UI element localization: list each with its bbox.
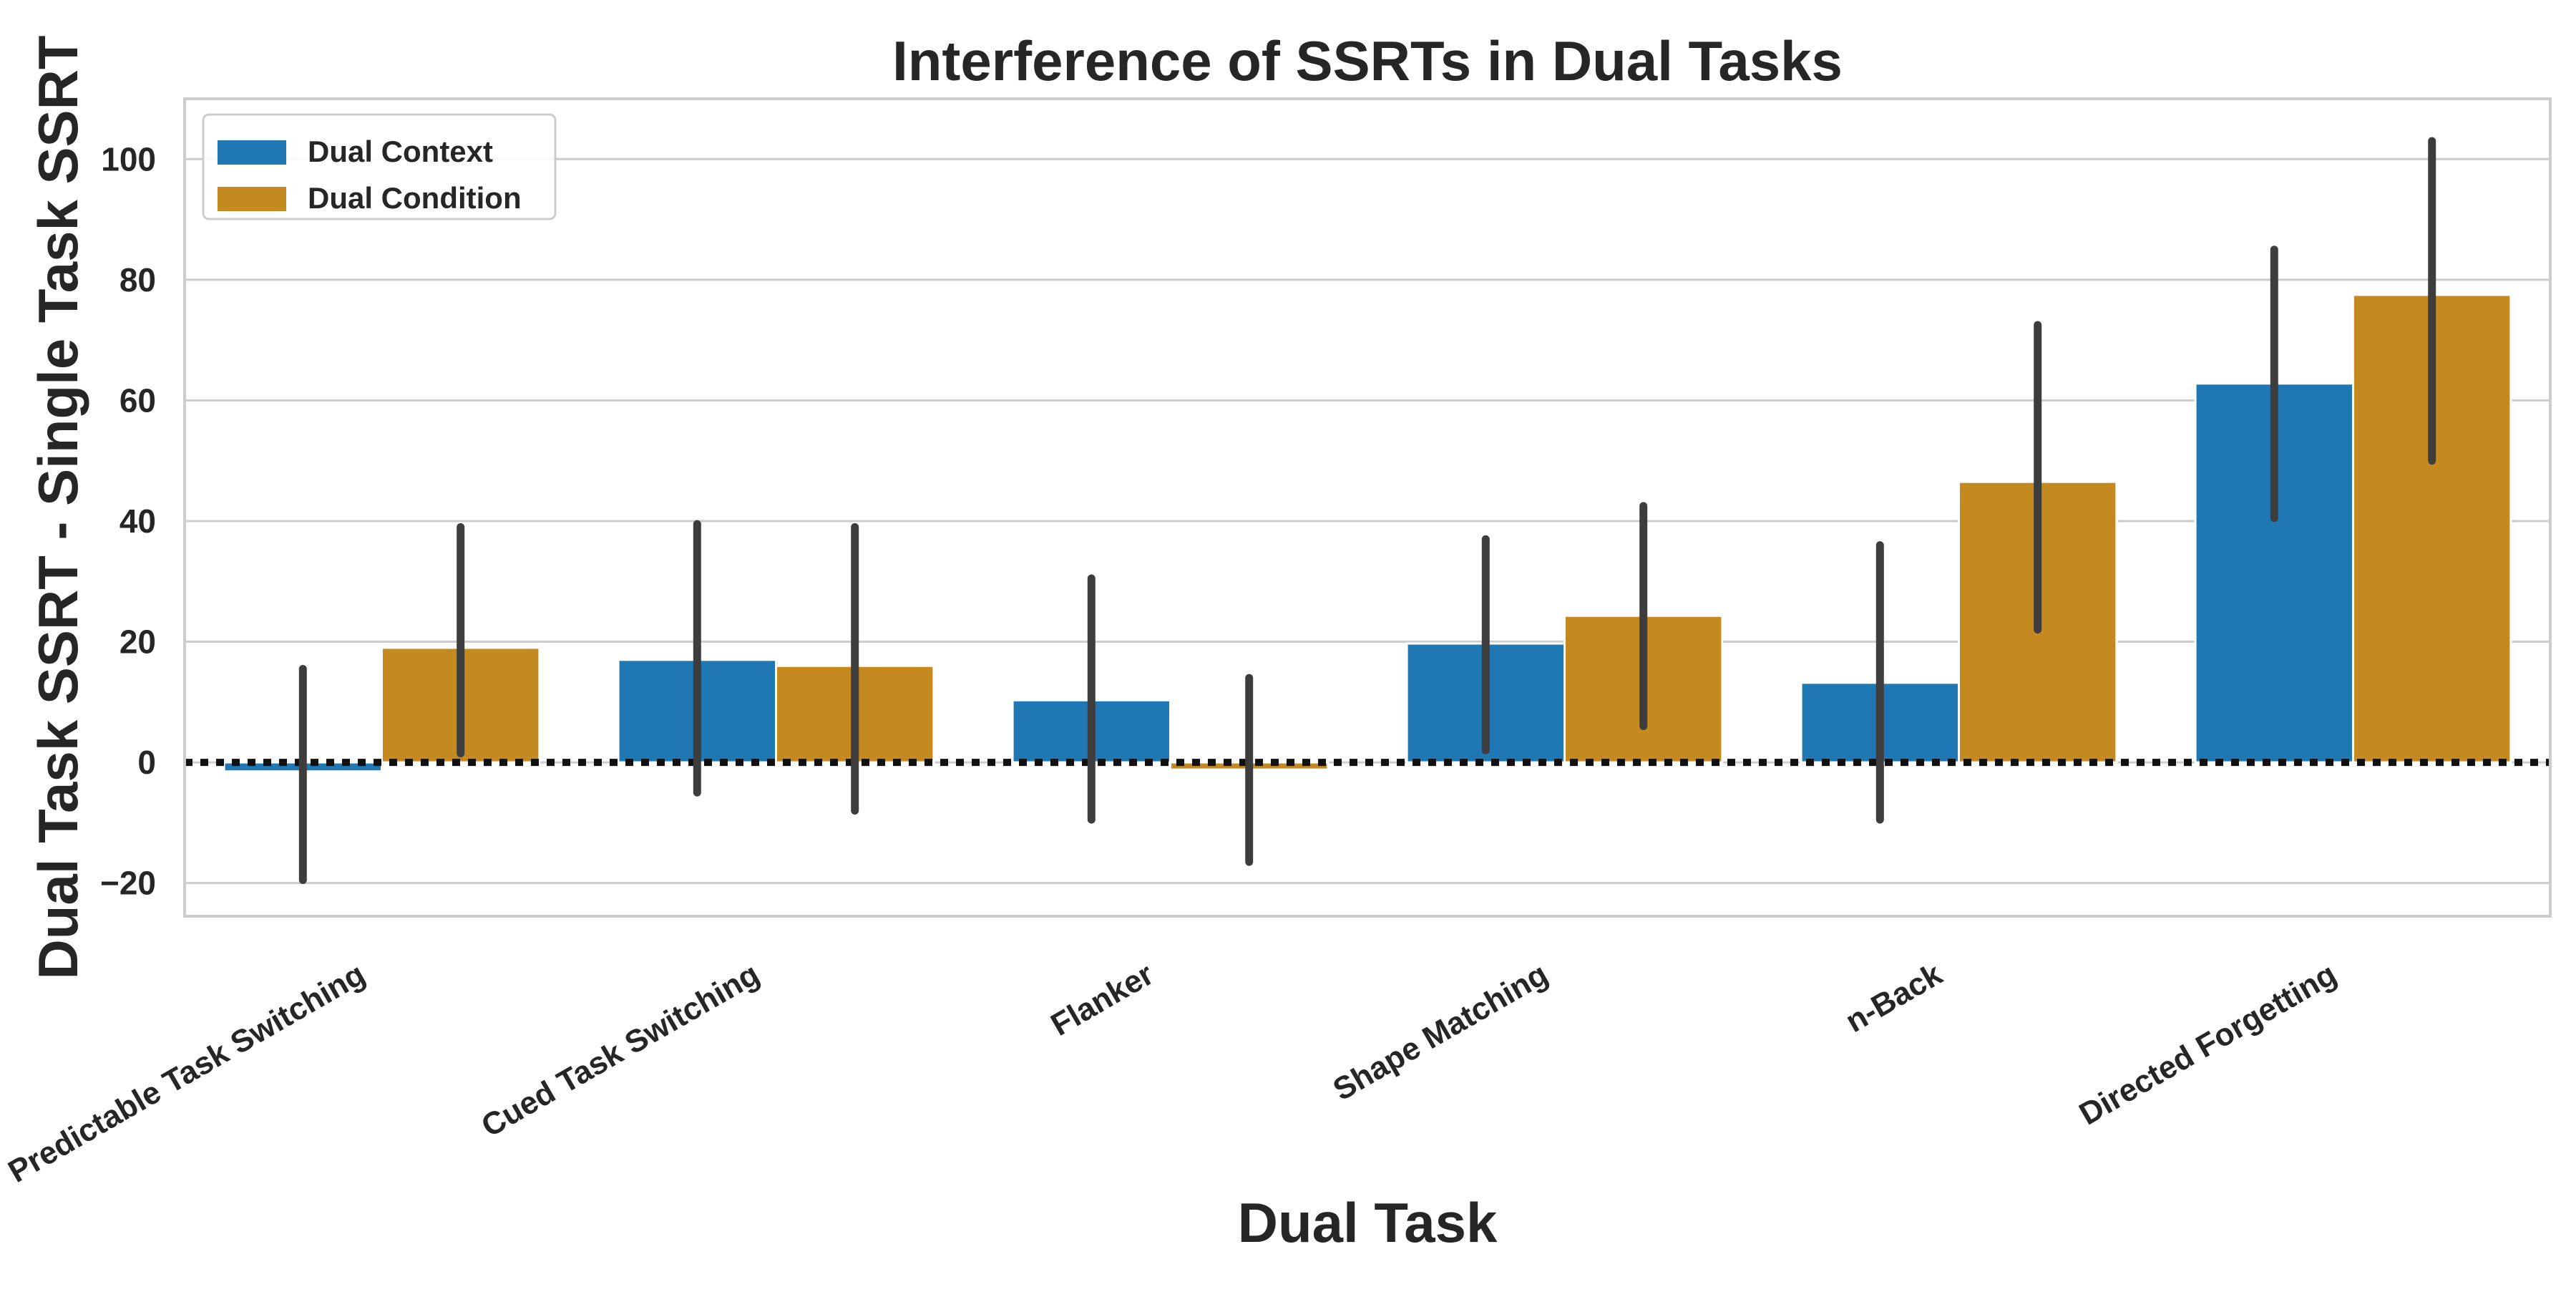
x-tick-label-2: Flanker (1045, 956, 1159, 1043)
y-tick-label-5: 80 (119, 261, 156, 298)
legend-box (202, 113, 557, 220)
y-tick-labels: −20 0 20 40 60 80 100 (100, 140, 156, 901)
legend: Dual Context Dual Condition (202, 113, 557, 220)
legend-swatch-dual-context (218, 140, 286, 165)
legend-swatch-dual-condition (218, 187, 286, 211)
y-tick-label-6: 100 (101, 140, 156, 178)
bars-layer (223, 293, 2512, 773)
x-tick-label-3: Shape Matching (1327, 956, 1554, 1107)
x-axis-title: Dual Task (1238, 1191, 1498, 1254)
y-tick-label-4: 60 (119, 382, 156, 419)
y-tick-label-0: −20 (100, 865, 156, 902)
chart-title: Interference of SSRTs in Dual Tasks (892, 29, 1843, 92)
error-bars-layer (298, 137, 2436, 884)
x-tick-label-1: Cued Task Switching (476, 956, 766, 1144)
x-tick-label-4: n-Back (1840, 956, 1948, 1039)
y-axis-title: Dual Task SSRT - Single Task SSRT (26, 35, 89, 979)
x-tick-label-5: Directed Forgetting (2074, 956, 2343, 1132)
x-tick-labels: Predictable Task Switching Cued Task Swit… (2, 956, 2342, 1190)
legend-label-dual-condition: Dual Condition (308, 181, 522, 215)
y-tick-label-3: 40 (119, 502, 156, 540)
y-tick-label-1: 0 (137, 744, 156, 781)
plot-frame (183, 97, 2552, 918)
y-tick-label-2: 20 (119, 623, 156, 661)
x-tick-label-0: Predictable Task Switching (2, 956, 371, 1190)
legend-label-dual-context: Dual Context (308, 135, 493, 168)
